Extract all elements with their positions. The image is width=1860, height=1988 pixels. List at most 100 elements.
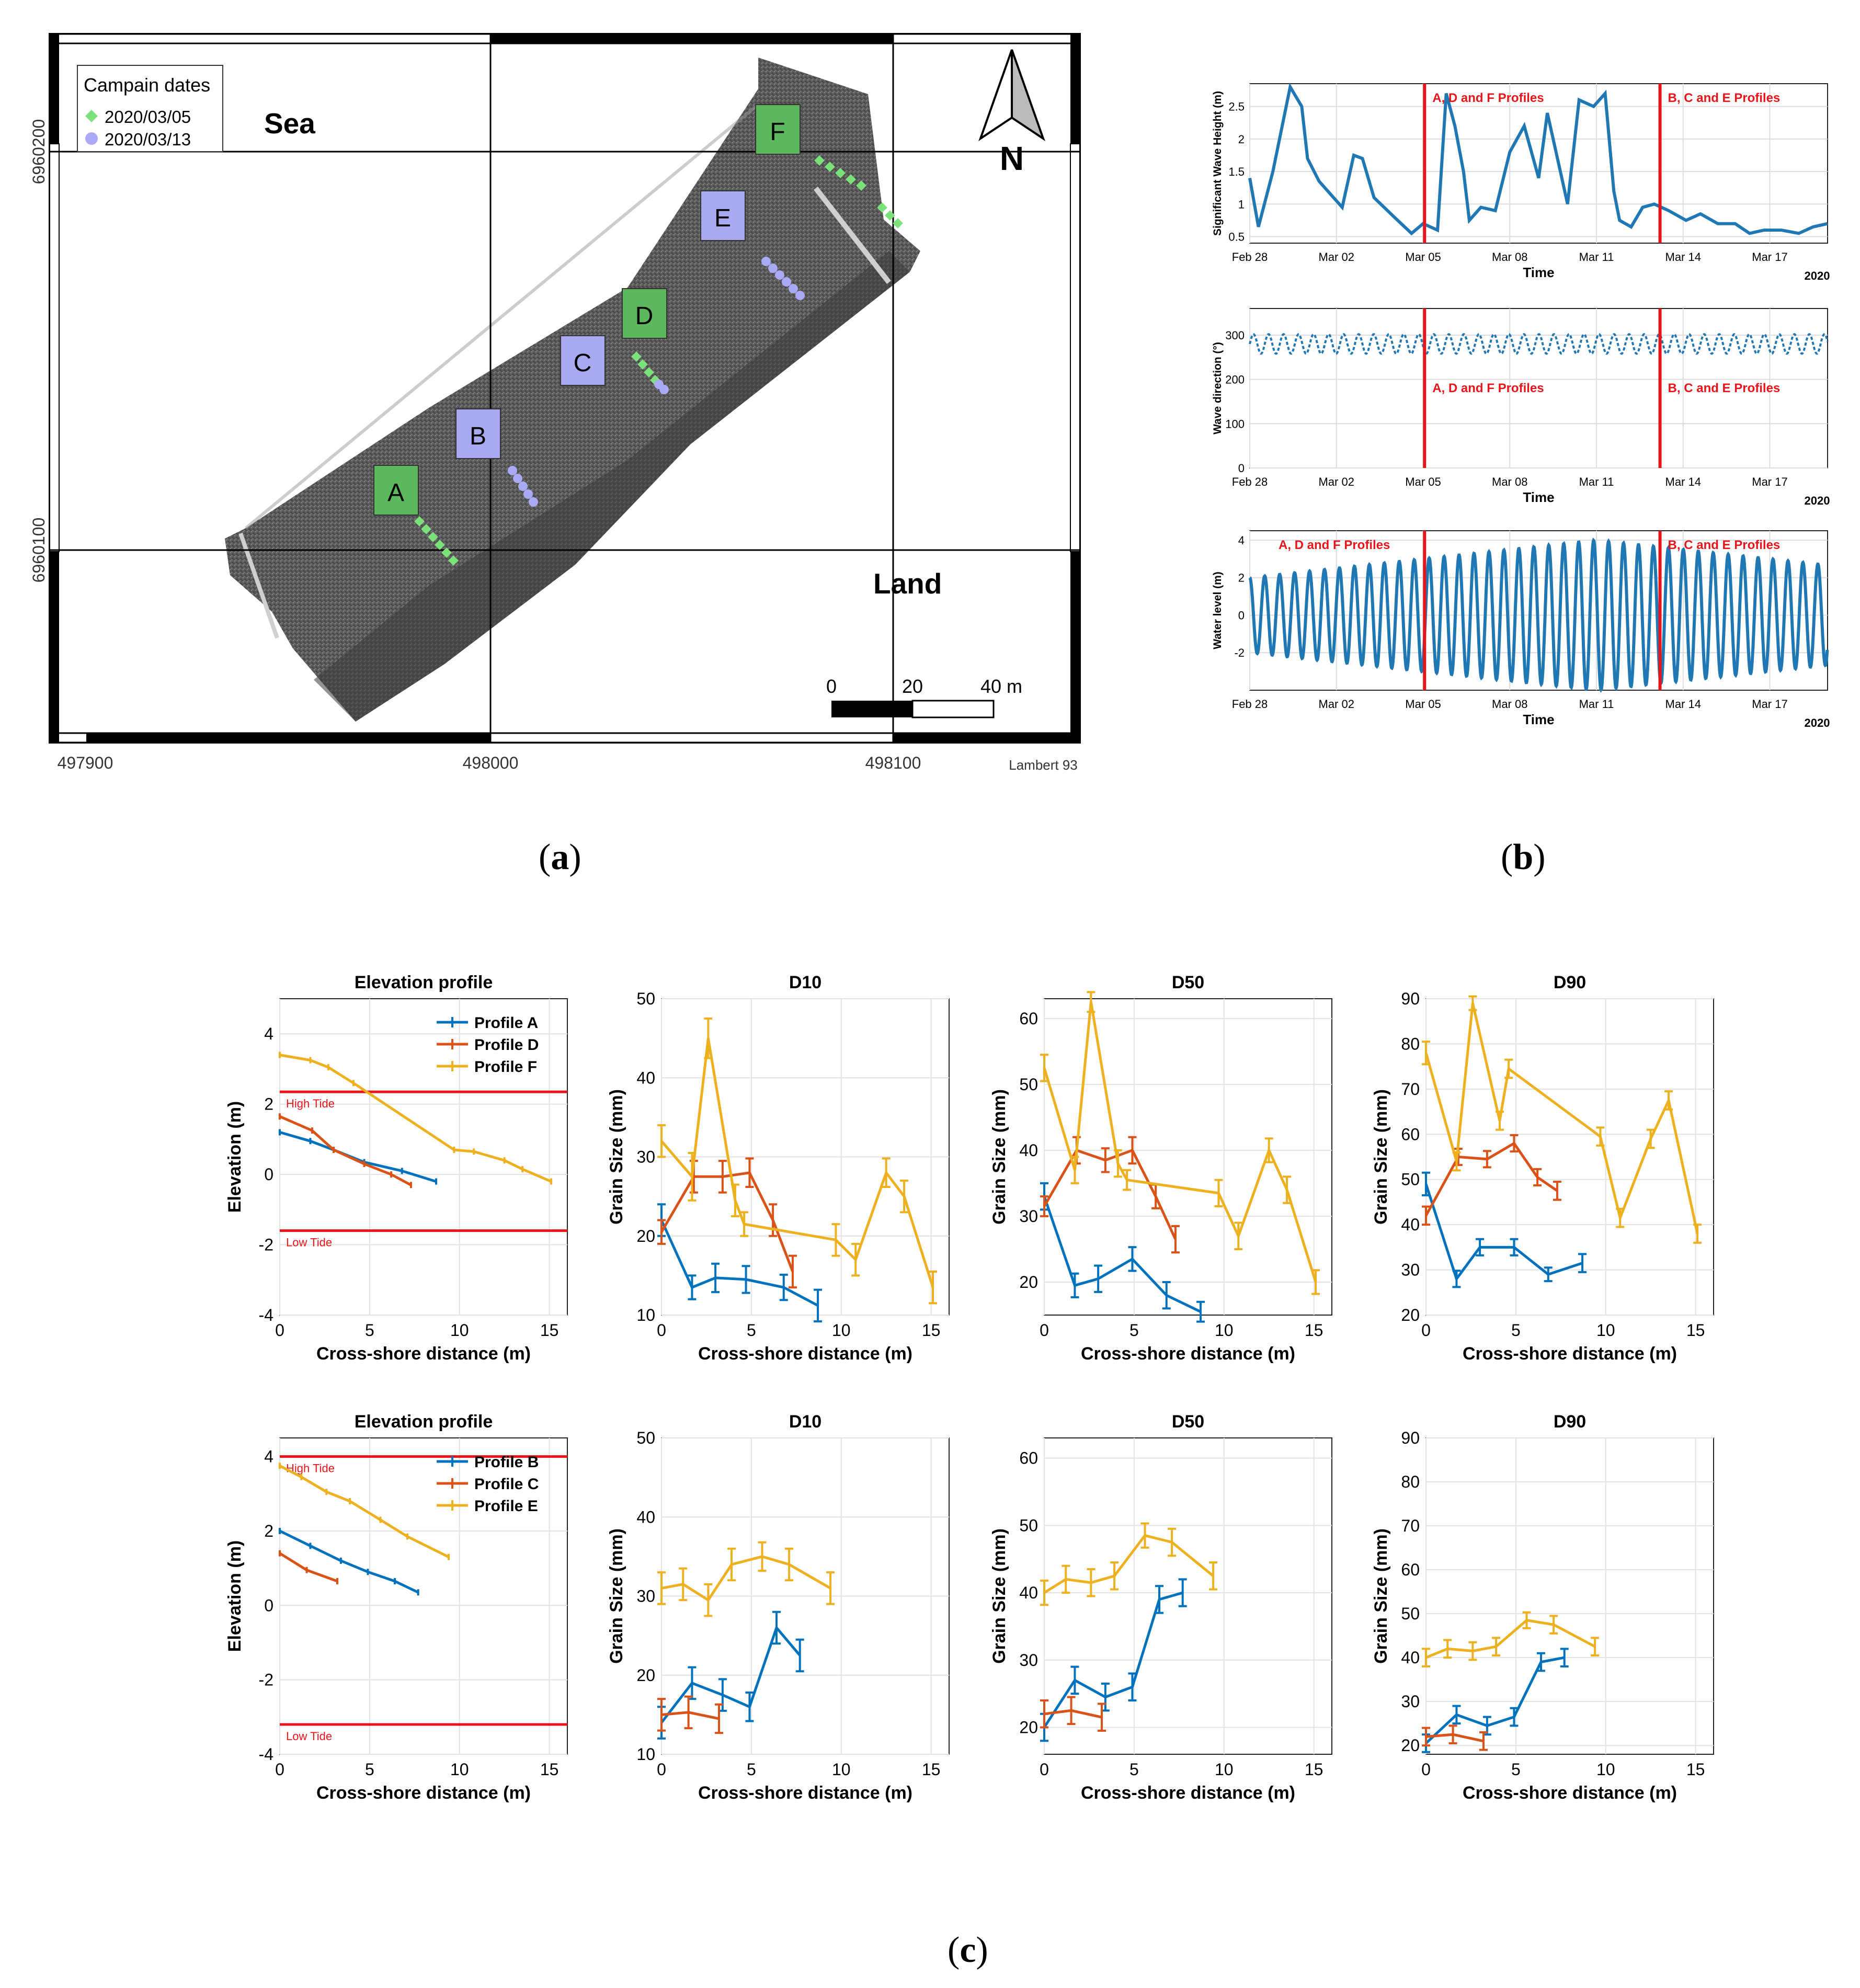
x-tick-label: 10 <box>450 1760 469 1779</box>
x-axis-label: Cross-shore distance (m) <box>1463 1344 1677 1364</box>
legend-label: Profile F <box>474 1058 537 1076</box>
x-tick-label: Mar 14 <box>1665 698 1701 711</box>
profile-marker-a: A <box>373 465 419 516</box>
plot-title: D50 <box>1172 1412 1204 1432</box>
y-tick-label: 50 <box>1401 1604 1420 1623</box>
plot-1-1: 0 5 10 15 Cross-shore distance (m) -4 -2 0 2 4 Ele… <box>225 973 568 1364</box>
x-axis-label: Cross-shore distance (m) <box>1081 1344 1295 1364</box>
plot-title: Elevation profile <box>355 973 493 992</box>
x-axis-label: Cross-shore distance (m) <box>698 1783 912 1803</box>
x-tick-label: 10 <box>1596 1760 1615 1779</box>
north-label: N <box>1000 140 1024 177</box>
y-tick-label: 40 <box>1401 1648 1420 1667</box>
x-tick-label: 498000 <box>463 753 519 772</box>
y-tick-label: 2.5 <box>1228 100 1245 113</box>
x-tick-label: 5 <box>1129 1760 1139 1779</box>
y-tick-label: 6960100 <box>29 518 48 583</box>
y-tick-label: 80 <box>1401 1472 1420 1491</box>
x-axis-label: Cross-shore distance (m) <box>1463 1783 1677 1803</box>
profile-marker-e: E <box>700 190 746 241</box>
x-tick-label: 15 <box>540 1321 559 1340</box>
y-tick-label: 60 <box>1401 1560 1420 1579</box>
land-label: Land <box>873 567 942 600</box>
profile-marker-f: F <box>755 104 801 155</box>
plot-title: D90 <box>1554 1412 1586 1432</box>
x-tick-label: Mar 17 <box>1752 250 1787 264</box>
y-tick-label: 30 <box>1019 1651 1038 1670</box>
high-tide-label: High Tide <box>286 1097 335 1110</box>
projection-label: Lambert 93 <box>1009 757 1078 773</box>
y-axis-label: Elevation (m) <box>225 1540 245 1652</box>
elevation-legend: Profile B Profile C Profile E <box>437 1454 539 1515</box>
y-tick-label: 70 <box>1401 1516 1420 1535</box>
sea-label: Sea <box>264 107 315 140</box>
plot-title: D10 <box>789 1412 821 1432</box>
y-tick-label: 1.5 <box>1228 165 1245 178</box>
annotation-label: A, D and F Profiles <box>1279 538 1390 552</box>
chart-wave-height: Feb 28 Mar 02 Mar 05 Mar 08 Mar 11 Mar 14 Mar … <box>1212 82 1830 282</box>
series-line <box>1043 1001 1317 1283</box>
legend-item-1: 2020/03/05 <box>105 107 191 127</box>
x-tick-label: Mar 11 <box>1579 475 1614 488</box>
series-line <box>1424 1141 1558 1217</box>
map-legend: Campain dates 2020/03/05 2020/03/13 <box>77 65 223 152</box>
x-year-label: 2020 <box>1805 494 1830 507</box>
x-tick-label: 15 <box>922 1321 941 1340</box>
y-axis-label: Elevation (m) <box>225 1101 245 1213</box>
y-tick-label: 20 <box>1019 1718 1038 1737</box>
y-tick-label: -4 <box>259 1306 273 1324</box>
x-tick-label: 10 <box>1215 1760 1234 1779</box>
x-tick-label: Mar 02 <box>1319 698 1354 711</box>
plot-1-4: 0 5 10 15 Cross-shore distance (m) 20 30 40 50 60… <box>1371 973 1714 1364</box>
profile-dots <box>414 155 903 566</box>
x-tick-label: 10 <box>1596 1321 1615 1340</box>
x-axis-label: Time <box>1523 265 1554 280</box>
y-axis-label: Wave direction (°) <box>1212 342 1224 435</box>
legend-title: Campain dates <box>84 74 210 96</box>
y-tick-label: 0.5 <box>1228 231 1245 244</box>
x-tick-label: 10 <box>832 1760 851 1779</box>
annotation-label: B, C and E Profiles <box>1668 381 1781 395</box>
x-tick-label: 5 <box>365 1321 374 1340</box>
x-tick-label: 15 <box>1305 1321 1323 1340</box>
x-tick-label: 15 <box>1686 1321 1705 1340</box>
y-tick-label: 30 <box>1019 1207 1038 1226</box>
y-tick-label: 50 <box>636 989 655 1008</box>
x-tick-label: Mar 17 <box>1752 698 1787 711</box>
profile-marker-c: C <box>560 335 606 386</box>
x-tick-label: 15 <box>922 1760 941 1779</box>
y-axis-label: Grain Size (mm) <box>607 1089 626 1225</box>
profile-marker-b: B <box>455 408 501 459</box>
y-tick-label: -4 <box>259 1745 273 1764</box>
x-axis-label: Cross-shore distance (m) <box>316 1783 531 1803</box>
annotation-label: A, D and F Profiles <box>1432 381 1544 395</box>
x-tick-label: Mar 08 <box>1492 698 1527 711</box>
svg-text:40 m: 40 m <box>980 676 1022 697</box>
scale-bar: 0 20 40 m <box>826 676 1022 718</box>
svg-text:0: 0 <box>826 676 837 697</box>
y-tick-label: 2 <box>264 1095 273 1114</box>
y-tick-label: 1 <box>1238 198 1245 211</box>
x-tick-label: 15 <box>540 1760 559 1779</box>
y-tick-label: 0 <box>1238 462 1245 475</box>
x-tick-label: 498100 <box>865 753 921 772</box>
legend-label: Profile C <box>474 1476 539 1493</box>
x-tick-label: 0 <box>657 1760 666 1779</box>
y-tick-label: 40 <box>1401 1215 1420 1234</box>
x-tick-label: 0 <box>1040 1321 1049 1340</box>
x-tick-label: 0 <box>1421 1321 1431 1340</box>
y-tick-label: 50 <box>1019 1516 1038 1535</box>
y-axis-label: Grain Size (mm) <box>1371 1528 1391 1664</box>
y-tick-label: 70 <box>1401 1080 1420 1099</box>
chart-water-level: Feb 28 Mar 02 Mar 05 Mar 08 Mar 11 Mar 14 Mar … <box>1212 530 1830 729</box>
low-tide-label: Low Tide <box>286 1730 332 1743</box>
y-tick-label: 90 <box>1401 1429 1420 1447</box>
x-tick-label: Mar 14 <box>1665 475 1701 488</box>
y-tick-label: 60 <box>1019 1009 1038 1028</box>
y-tick-label: 4 <box>264 1447 273 1466</box>
y-tick-label: 20 <box>636 1666 655 1685</box>
plot-2-3: 0 5 10 15 Cross-shore distance (m) 20 30 40 50 60… <box>989 1412 1332 1803</box>
legend-item-2: 2020/03/13 <box>105 130 191 149</box>
y-tick-label: 2 <box>264 1522 273 1540</box>
legend-label: Profile B <box>474 1454 539 1471</box>
